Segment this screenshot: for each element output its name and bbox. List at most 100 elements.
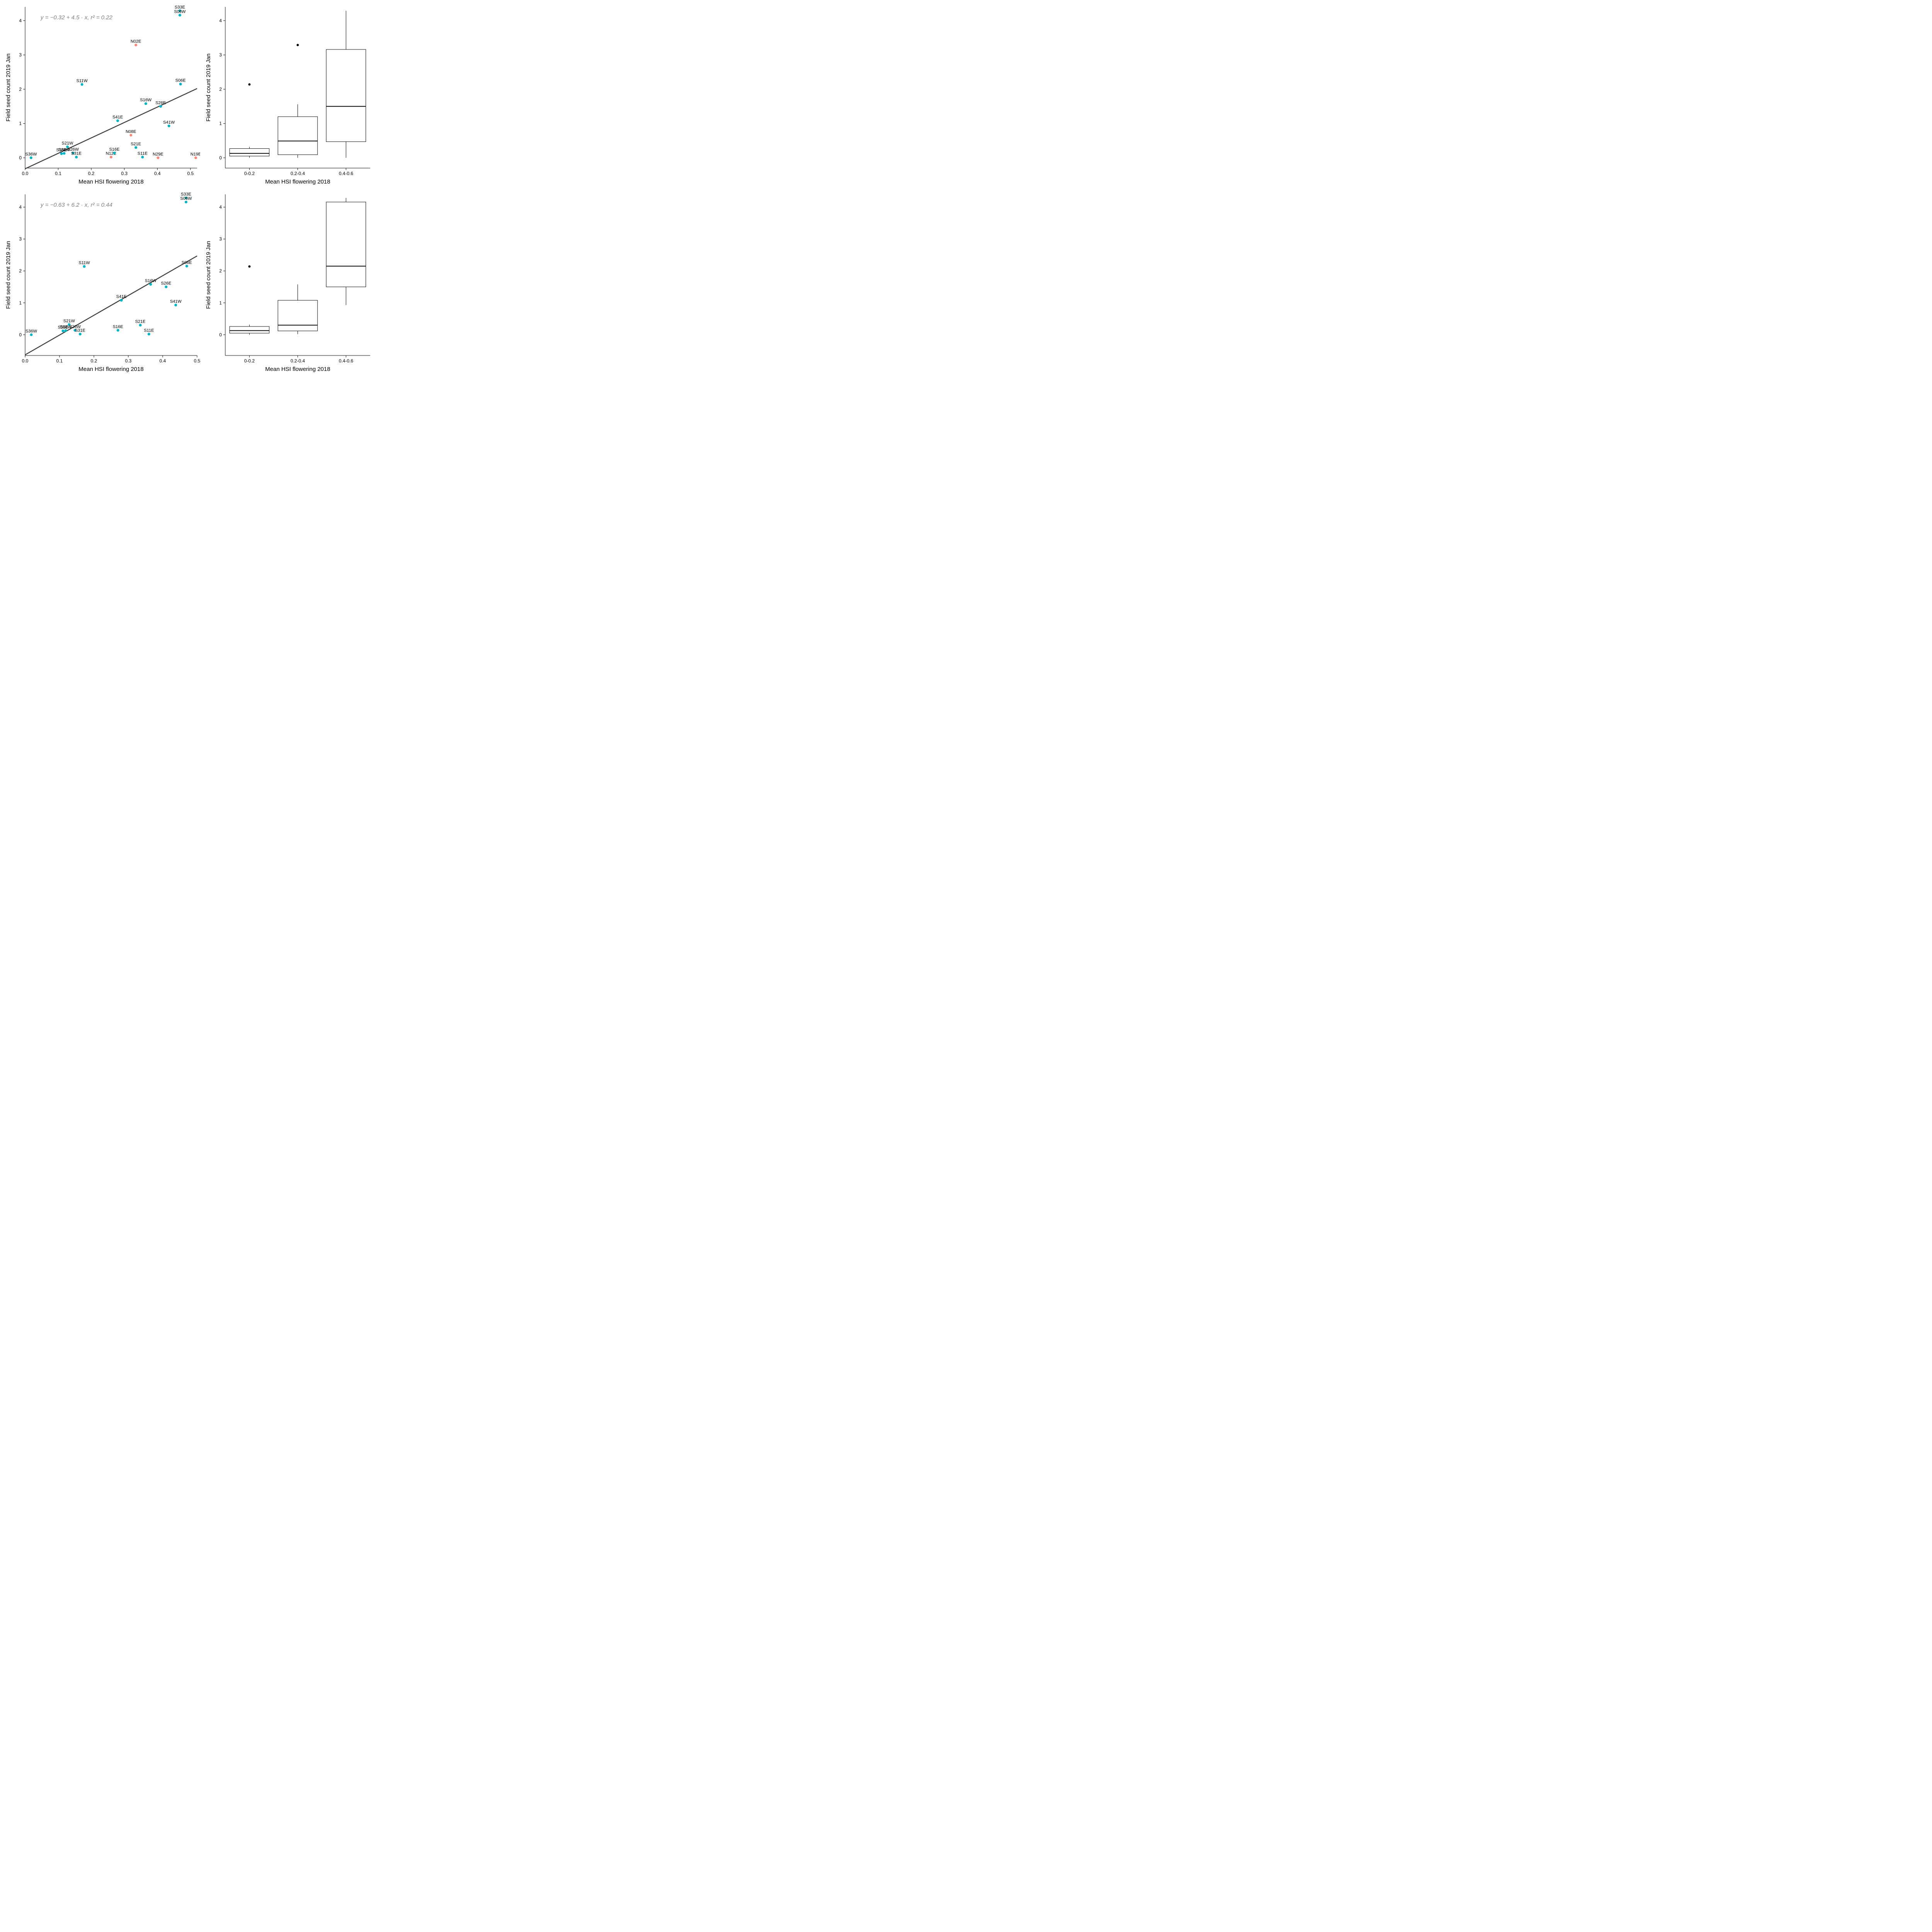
scatter-point	[60, 152, 63, 155]
point-label: S21W	[63, 319, 75, 323]
x-tick-label: 0.5	[194, 358, 200, 364]
y-tick-label: 1	[19, 121, 22, 126]
box	[278, 117, 318, 155]
x-axis-title: Mean HSI flowering 2018	[78, 179, 143, 185]
x-tick-label: 0.1	[56, 358, 63, 364]
y-tick-label: 2	[19, 87, 22, 92]
x-tick-label: 0.0	[22, 358, 29, 364]
scatter-point	[179, 83, 182, 85]
scatter-point	[148, 333, 150, 335]
point-label: S11W	[77, 79, 88, 83]
point-label: S21E	[135, 320, 146, 324]
point-label: S36W	[25, 152, 37, 156]
y-tick-label: 0	[219, 332, 222, 337]
category-label: 0.2-0.4	[291, 358, 305, 364]
point-label: S06W	[180, 196, 192, 201]
point-label: S26E	[161, 281, 171, 286]
scatter-point	[194, 156, 197, 159]
y-tick-label: 4	[219, 18, 222, 23]
point-label: S16E	[109, 147, 120, 152]
boxplot-panel-bottom: 012340-0.20.2-0.40.4-0.6Mean HSI floweri…	[204, 191, 375, 375]
point-label: S11E	[144, 328, 154, 333]
point-label: S41E	[112, 115, 123, 120]
box	[278, 300, 318, 331]
point-label: S11E	[138, 151, 148, 156]
scatter-point	[83, 265, 86, 268]
point-label: N08E	[126, 129, 136, 134]
scatter-point	[30, 333, 33, 336]
point-label: S33E	[175, 5, 185, 10]
point-label: S06E	[175, 78, 186, 83]
scatter-point	[149, 283, 152, 286]
outlier-point	[248, 83, 251, 86]
scatter-point	[117, 329, 119, 332]
regression-line	[25, 256, 197, 355]
box	[326, 49, 366, 142]
scatter-point	[79, 333, 82, 335]
box	[326, 202, 366, 287]
y-tick-label: 3	[19, 52, 22, 58]
x-tick-label: 0.4	[154, 171, 161, 176]
point-label: S21W	[62, 141, 74, 146]
x-tick-label: 0.2	[88, 171, 95, 176]
point-label: S16W	[140, 98, 152, 102]
scatter-point	[134, 44, 137, 46]
scatter-point	[174, 304, 177, 306]
x-tick-label: 0.5	[187, 171, 194, 176]
scatter-point	[81, 83, 83, 86]
scatter-point	[185, 265, 188, 267]
point-label: S21E	[131, 142, 141, 146]
y-tick-label: 4	[219, 204, 222, 210]
scatter-point	[159, 105, 162, 108]
point-label: S41E	[116, 294, 127, 299]
scatter-point	[75, 156, 78, 158]
box	[230, 327, 269, 333]
category-label: 0.2-0.4	[291, 171, 305, 176]
x-tick-label: 0.3	[125, 358, 132, 364]
point-label: S26E	[155, 100, 166, 105]
scatter-point	[113, 151, 116, 154]
outlier-point	[248, 265, 251, 268]
y-tick-label: 3	[19, 236, 22, 242]
y-tick-label: 0	[19, 155, 22, 160]
scatter-point	[141, 156, 144, 158]
category-label: 0.4-0.6	[339, 358, 354, 364]
scatter-point	[134, 146, 137, 149]
point-label: N19E	[190, 152, 200, 156]
scatter-point	[185, 201, 187, 203]
scatter-point	[63, 152, 65, 155]
y-tick-label: 1	[219, 300, 222, 306]
y-tick-label: 0	[219, 155, 222, 160]
x-tick-label: 0.3	[121, 171, 128, 176]
scatter-point	[116, 119, 119, 122]
y-tick-label: 4	[19, 204, 22, 210]
y-tick-label: 4	[19, 18, 22, 23]
point-label: S36W	[26, 329, 37, 333]
box	[230, 148, 269, 156]
x-tick-label: 0.4	[160, 358, 166, 364]
scatter-point	[165, 286, 167, 288]
y-axis-title: Field seed count 2019 Jan	[5, 241, 12, 309]
y-tick-label: 1	[19, 300, 22, 306]
y-tick-label: 2	[219, 268, 222, 274]
regression-equation: y = −0.32 + 4.5 · x, r² = 0.22	[40, 14, 113, 21]
scatter-point	[65, 329, 67, 332]
x-tick-label: 0.1	[55, 171, 61, 176]
point-label: N02E	[131, 39, 141, 44]
point-label: S31E	[71, 151, 82, 156]
y-tick-label: 3	[219, 52, 222, 58]
y-tick-label: 1	[219, 121, 222, 126]
category-label: 0.4-0.6	[339, 171, 354, 176]
category-label: 0-0.2	[244, 358, 255, 364]
x-axis-title: Mean HSI flowering 2018	[265, 179, 330, 185]
outlier-point	[297, 44, 299, 46]
point-label: S06E	[182, 260, 192, 265]
scatter-point	[145, 102, 147, 105]
point-label: N29E	[153, 152, 163, 156]
boxplot-panel-top: 012340-0.20.2-0.40.4-0.6Mean HSI floweri…	[204, 4, 375, 187]
x-axis-title: Mean HSI flowering 2018	[265, 366, 330, 372]
y-tick-label: 2	[219, 87, 222, 92]
y-axis-title: Field seed count 2019 Jan	[205, 54, 212, 122]
scatter-point	[179, 14, 181, 17]
scatter-point	[157, 156, 160, 159]
